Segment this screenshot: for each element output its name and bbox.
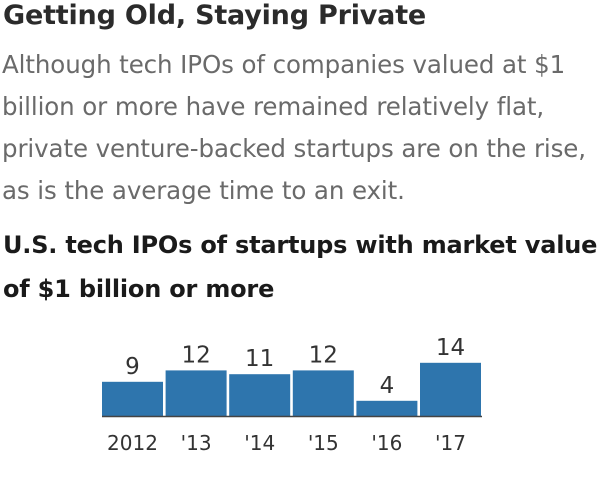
value-label-1: 12 [181, 342, 210, 368]
value-label-2: 11 [245, 346, 274, 372]
value-label-0: 9 [125, 354, 140, 380]
x-tick-label-3: '15 [308, 431, 339, 455]
bar-5 [420, 362, 481, 416]
dek-paragraph: Although tech IPOs of companies valued a… [2, 50, 586, 205]
x-tick-label-4: '16 [371, 431, 402, 455]
x-tick-label-2: '14 [244, 431, 275, 455]
bar-3 [292, 370, 354, 416]
bar-4 [356, 400, 418, 416]
bar-1 [165, 370, 227, 416]
x-tick-label-0: 2012 [107, 431, 158, 455]
value-label-4: 4 [380, 373, 395, 399]
x-tick-label-5: '17 [435, 431, 466, 455]
x-tick-label-1: '13 [181, 431, 212, 455]
value-label-5: 14 [436, 335, 465, 361]
bar-2 [229, 374, 291, 416]
bar-0 [102, 381, 163, 416]
headline: Getting Old, Staying Private [3, 0, 427, 31]
value-label-3: 12 [309, 342, 338, 368]
chart-title: U.S. tech IPOs of startups with market v… [3, 231, 598, 303]
